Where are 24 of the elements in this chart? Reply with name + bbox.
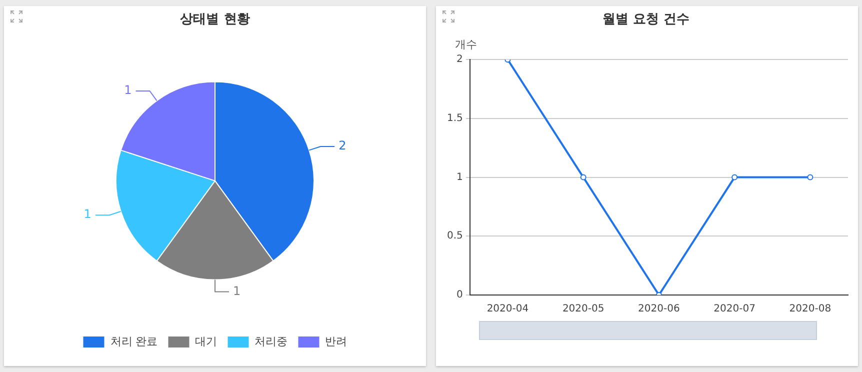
point — [580, 174, 586, 180]
data-label: 1 — [124, 83, 132, 98]
chart-title: 상태별 현황 — [180, 12, 250, 28]
x-tick-label: 2020-06 — [638, 304, 680, 315]
legend-label: 반려 — [325, 334, 348, 348]
y-tick-label: 1 — [456, 172, 463, 183]
x-tick-label: 2020-08 — [789, 304, 832, 315]
y-tick-label: 2 — [456, 54, 463, 66]
point — [732, 174, 738, 180]
legend-label: 대기 — [195, 334, 218, 348]
legend-label: 처리중 — [254, 334, 288, 348]
data-label: 1 — [233, 284, 241, 298]
x-tick-label: 2020-07 — [714, 304, 756, 315]
data-label: 2 — [338, 138, 346, 153]
legend-label: 처리 완료 — [110, 334, 158, 348]
y-tick-label: 0 — [456, 290, 463, 301]
x-tick-label: 2020-04 — [486, 304, 529, 315]
data-label: 1 — [84, 207, 92, 222]
y-tick-label: 0.5 — [446, 230, 463, 242]
chart-title: 월별 요청 건수 — [602, 12, 690, 28]
y-axis-title: 개수 — [454, 38, 477, 51]
point — [807, 174, 814, 180]
x-tick-label: 2020-05 — [562, 304, 604, 315]
y-tick-label: 1.5 — [446, 113, 463, 124]
